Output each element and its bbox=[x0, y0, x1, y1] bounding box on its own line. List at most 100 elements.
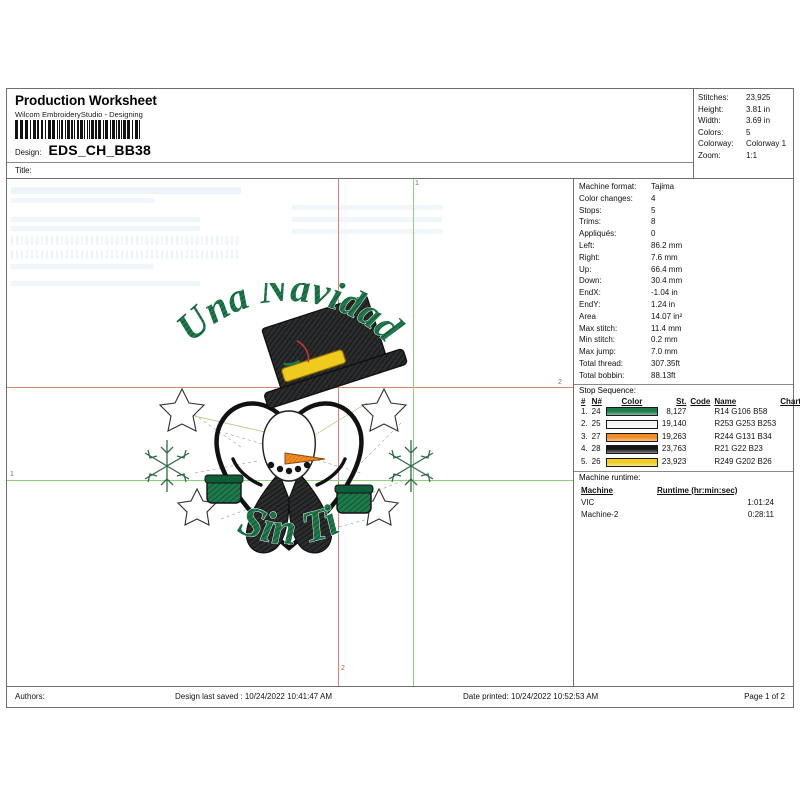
table-row[interactable]: 4. 28 23,763 R21 G22 B23 bbox=[579, 443, 800, 456]
barcode bbox=[15, 120, 141, 139]
snowflake-icon bbox=[144, 440, 434, 492]
property-row: Trims: 8 bbox=[574, 216, 793, 228]
footer-date-printed: Date printed: 10/24/2022 10:52:53 AM bbox=[463, 692, 599, 701]
property-key: Total bobbin: bbox=[579, 370, 625, 380]
barcode-bar bbox=[91, 120, 95, 139]
summary-key: Colors: bbox=[698, 127, 724, 137]
machine-runtime-table: Machine Runtime (hr:min:sec) VIC 1:01:24 M… bbox=[579, 484, 798, 522]
barcode-bar bbox=[60, 120, 63, 139]
col-header-number: # bbox=[581, 396, 586, 406]
table-row[interactable]: 1. 24 8,127 R14 G106 B58 bbox=[579, 406, 800, 419]
col-header-needle: N# bbox=[591, 396, 602, 406]
barcode-bar bbox=[56, 120, 58, 139]
property-row: Right: 7.6 mm bbox=[574, 252, 793, 264]
barcode-bar bbox=[32, 120, 36, 139]
summary-key: Colorway: bbox=[698, 139, 734, 149]
property-row: Up: 66.4 mm bbox=[574, 264, 793, 276]
barcode-bar bbox=[98, 120, 102, 139]
property-value: 8 bbox=[651, 217, 656, 227]
runtime-header-row: Machine Runtime (hr:min:sec) bbox=[579, 484, 798, 497]
title-label: Title: bbox=[15, 166, 32, 175]
property-value: 66.4 mm bbox=[651, 264, 683, 274]
design-summary-panel: Stitches: 23,925 Height: 3.81 in Width: 3.69 … bbox=[693, 89, 793, 179]
guide-mark-bottom: 2 bbox=[341, 665, 345, 672]
cell-machine: VIC bbox=[581, 497, 595, 507]
barcode-bar bbox=[58, 120, 60, 139]
barcode-bar bbox=[131, 120, 133, 139]
guide-line-vertical-red bbox=[338, 179, 339, 686]
machine-runtime-caption: Machine runtime: bbox=[579, 472, 641, 482]
property-value: 7.0 mm bbox=[651, 347, 678, 357]
col-header-runtime: Runtime (hr:min:sec) bbox=[657, 485, 738, 495]
barcode-bar bbox=[126, 120, 130, 139]
property-row: EndY: 1.24 in bbox=[574, 299, 793, 311]
property-row: Down: 30.4 mm bbox=[574, 275, 793, 287]
cell-chart bbox=[778, 443, 800, 456]
cell-color bbox=[604, 456, 660, 469]
summary-row: Colorway: Colorway 1 bbox=[698, 138, 789, 150]
barcode-bar bbox=[122, 120, 126, 139]
barcode-bar bbox=[134, 120, 138, 139]
snowman-mouth bbox=[267, 461, 311, 475]
property-value: Tajima bbox=[651, 182, 675, 191]
property-key: Appliqués: bbox=[579, 229, 617, 239]
col-header-machine: Machine bbox=[581, 485, 614, 495]
color-swatch bbox=[605, 457, 658, 467]
table-row[interactable]: 2. 25 19,140 R253 G253 B253 bbox=[579, 418, 800, 431]
embroidery-design-artwork: Una Navidad Sin Ti bbox=[129, 283, 449, 593]
table-row[interactable]: 5. 26 23,923 R249 G202 B26 bbox=[579, 456, 800, 469]
cell-color bbox=[604, 431, 660, 444]
cell-needle: 25 bbox=[591, 419, 601, 429]
summary-value: 3.81 in bbox=[746, 104, 771, 114]
col-header-name: Name bbox=[714, 396, 737, 406]
property-value: -1.04 in bbox=[651, 288, 678, 298]
property-key: Machine format: bbox=[579, 182, 637, 191]
barcode-bar bbox=[117, 120, 120, 139]
worksheet-header: Production Worksheet Wilcom EmbroiderySt… bbox=[7, 89, 793, 179]
cell-chart bbox=[778, 431, 800, 444]
barcode-bar bbox=[74, 120, 76, 139]
cell-chart bbox=[778, 406, 800, 419]
cell-name: R14 G106 B58 bbox=[714, 406, 768, 416]
summary-value: 3.69 in bbox=[746, 116, 771, 126]
stop-sequence-header-row: # N# Color St. Code Name Chart bbox=[579, 397, 800, 406]
cell-code bbox=[688, 431, 712, 444]
barcode-bar bbox=[36, 120, 39, 139]
summary-key: Zoom: bbox=[698, 150, 721, 160]
cell-stitches: 19,140 bbox=[661, 419, 687, 429]
guide-mark-right: 2 bbox=[558, 379, 562, 386]
guide-mark-top: 1 bbox=[415, 180, 419, 187]
col-header-stitches: St. bbox=[676, 396, 687, 406]
property-key: Up: bbox=[579, 264, 592, 274]
stop-sequence-table: # N# Color St. Code Name Chart 1. 24 8,127… bbox=[579, 397, 800, 469]
property-key: Stops: bbox=[579, 205, 602, 215]
divider bbox=[574, 383, 793, 385]
property-value: 30.4 mm bbox=[651, 276, 683, 286]
stop-sequence-caption: Stop Sequence: bbox=[579, 385, 636, 395]
title-row: Title: bbox=[7, 162, 693, 179]
summary-row: Height: 3.81 in bbox=[698, 104, 789, 116]
property-value: 88.13ft bbox=[651, 370, 676, 380]
barcode-bar bbox=[111, 120, 115, 139]
summary-row: Width: 3.69 in bbox=[698, 115, 789, 127]
property-row: Machine format: Tajima bbox=[574, 181, 793, 193]
cell-stitches: 23,763 bbox=[661, 444, 687, 454]
worksheet-page: Production Worksheet Wilcom EmbroiderySt… bbox=[6, 88, 800, 708]
cell-number: 5. bbox=[581, 456, 588, 466]
property-value: 11.4 mm bbox=[651, 323, 682, 333]
machine-properties-list: Machine format: Tajima Color changes: 4 Stop… bbox=[574, 179, 793, 382]
design-info-pane: Machine format: Tajima Color changes: 4 Stop… bbox=[573, 179, 800, 686]
cell-code bbox=[688, 443, 712, 456]
property-value: 86.2 mm bbox=[651, 240, 683, 250]
cell-number: 2. bbox=[581, 419, 588, 429]
summary-key: Width: bbox=[698, 116, 721, 126]
property-key: Down: bbox=[579, 276, 602, 286]
worksheet-footer: Authors: Design last saved : 10/24/2022 … bbox=[7, 686, 793, 707]
barcode-bar bbox=[44, 120, 46, 139]
top-hat-icon bbox=[261, 295, 408, 409]
snowman-head bbox=[262, 410, 316, 482]
property-row: Appliqués: 0 bbox=[574, 228, 793, 240]
table-row[interactable]: 3. 27 19,263 R244 G131 B34 bbox=[579, 431, 800, 444]
property-key: Area bbox=[579, 311, 596, 321]
property-row: Min stitch: 0.2 mm bbox=[574, 334, 793, 346]
